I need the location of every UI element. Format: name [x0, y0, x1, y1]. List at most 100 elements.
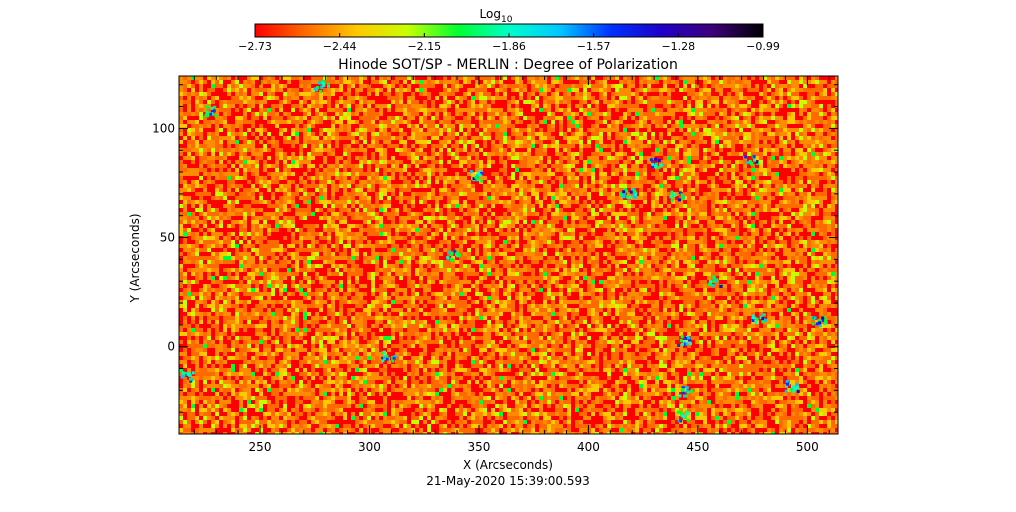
heatmap-cell: [719, 160, 723, 164]
heatmap-cell: [523, 152, 527, 156]
heatmap-cell: [715, 188, 719, 192]
heatmap-cell: [643, 168, 647, 172]
heatmap-cell: [739, 104, 743, 108]
heatmap-cell: [747, 120, 751, 124]
heatmap-cell: [531, 88, 535, 92]
heatmap-cell: [695, 144, 699, 148]
heatmap-cell: [515, 152, 519, 156]
heatmap-cell: [407, 188, 411, 192]
heatmap-cell: [699, 80, 703, 84]
heatmap-cell: [763, 100, 767, 104]
heatmap-cell: [479, 76, 483, 80]
heatmap-cell: [251, 144, 255, 148]
heatmap-cell: [339, 92, 343, 96]
heatmap-cell: [371, 188, 375, 192]
heatmap-cell: [223, 156, 227, 160]
heatmap-cell: [315, 132, 319, 136]
heatmap-cell: [411, 176, 415, 180]
heatmap-cell: [627, 76, 631, 80]
heatmap-cell: [703, 76, 707, 80]
heatmap-cell: [183, 92, 187, 96]
heatmap-cell: [371, 84, 375, 88]
heatmap-cell: [255, 168, 259, 172]
heatmap-cell: [443, 140, 447, 144]
heatmap-cell: [199, 140, 203, 144]
heatmap-cell: [527, 96, 531, 100]
heatmap-cell: [607, 124, 611, 128]
heatmap-cell: [399, 104, 403, 108]
heatmap-cell: [319, 152, 323, 156]
heatmap-cell: [283, 140, 287, 144]
heatmap-cell: [603, 136, 607, 140]
heatmap-cell: [583, 192, 587, 196]
heatmap-cell: [359, 76, 363, 80]
heatmap-cell: [463, 140, 467, 144]
heatmap-cell: [731, 156, 735, 160]
heatmap-cell: [635, 160, 639, 164]
heatmap-cell: [323, 188, 327, 192]
heatmap-cell: [355, 120, 359, 124]
heatmap-cell: [703, 184, 707, 188]
heatmap-cell: [415, 136, 419, 140]
heatmap-cell: [799, 116, 803, 120]
heatmap-cell: [471, 120, 475, 124]
heatmap-cell: [599, 188, 603, 192]
heatmap-cell: [623, 180, 627, 184]
heatmap-cell: [623, 156, 627, 160]
heatmap-cell: [279, 124, 283, 128]
heatmap-cell: [651, 148, 655, 152]
heatmap-cell: [687, 108, 691, 112]
heatmap-cell: [807, 164, 811, 168]
heatmap-cell: [623, 168, 627, 172]
heatmap-cell: [179, 196, 183, 200]
heatmap-cell: [279, 176, 283, 180]
heatmap-cell: [691, 92, 695, 96]
heatmap-cell: [811, 176, 815, 180]
heatmap-cell: [235, 96, 239, 100]
heatmap-cell: [451, 96, 455, 100]
heatmap-cell: [639, 112, 643, 116]
heatmap-cell: [615, 128, 619, 132]
heatmap-cell: [639, 180, 643, 184]
heatmap-cell: [655, 168, 659, 172]
heatmap-cell: [747, 192, 751, 196]
heatmap-cell: [363, 160, 367, 164]
heatmap-cell: [467, 160, 471, 164]
heatmap-cell: [431, 148, 435, 152]
heatmap-cell: [503, 96, 507, 100]
heatmap-cell: [327, 184, 331, 188]
heatmap-cell: [727, 112, 731, 116]
heatmap-cell: [455, 84, 459, 88]
heatmap-cell: [399, 116, 403, 120]
heatmap-cell: [491, 76, 495, 80]
heatmap-cell: [179, 128, 183, 132]
heatmap-cell: [739, 160, 743, 164]
heatmap-cell: [759, 80, 763, 84]
heatmap-cell: [763, 108, 767, 112]
heatmap-cell: [231, 100, 235, 104]
heatmap-cell: [751, 180, 755, 184]
heatmap-cell: [335, 108, 339, 112]
heatmap-cell: [487, 176, 491, 180]
heatmap-cell: [491, 128, 495, 132]
heatmap-cell: [595, 140, 599, 144]
heatmap-cell: [287, 96, 291, 100]
heatmap-cell: [607, 84, 611, 88]
heatmap-cell: [459, 128, 463, 132]
heatmap-cell: [483, 136, 487, 140]
heatmap-cell: [291, 124, 295, 128]
heatmap-cell: [403, 124, 407, 128]
heatmap-cell: [247, 136, 251, 140]
heatmap-cell: [507, 172, 511, 176]
heatmap-cell: [655, 120, 659, 124]
heatmap-cell: [623, 152, 627, 156]
heatmap-cell: [335, 164, 339, 168]
heatmap-cell: [807, 148, 811, 152]
heatmap-cell: [619, 128, 623, 132]
heatmap-cell: [383, 116, 387, 120]
heatmap-cell: [231, 92, 235, 96]
heatmap-cell: [519, 128, 523, 132]
heatmap-cell: [315, 180, 319, 184]
heatmap-cell: [503, 164, 507, 168]
heatmap-cell: [259, 148, 263, 152]
